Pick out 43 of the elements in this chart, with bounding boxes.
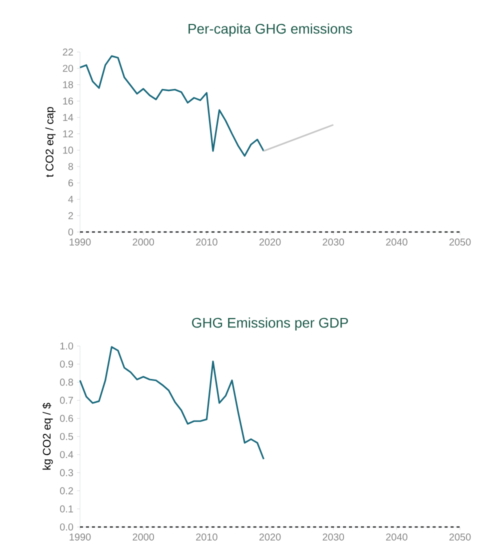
x-tick-label: 2010 [196,238,218,246]
y-tick-label: 18 [63,81,74,88]
y-tick-label: 0.7 [60,396,73,404]
y-tick-label: 0.8 [60,378,74,386]
x-tick-label: 2040 [386,238,408,246]
y-tick-label: 0.1 [60,505,73,512]
y-tick-label: 0.5 [60,432,74,440]
x-tick-label: 2050 [449,534,471,541]
line-series [79,346,264,460]
x-tick-label: 2000 [132,238,154,246]
y-tick-label: 10 [63,146,74,154]
x-tick-label: 2020 [259,238,281,246]
y-axis-title: t CO2 eq / cap [45,107,56,178]
y-tick-label: 0.0 [60,523,74,531]
x-tick-label: 2010 [196,534,218,541]
y-tick-label: 16 [63,98,74,105]
y-tick-label: 1.0 [60,342,74,350]
x-tick-label: 1990 [70,534,91,541]
x-tick-label: 2050 [449,238,471,246]
y-axis-title: kg CO2 eq / $ [42,402,53,470]
chart-title: Per-capita GHG emissions [188,23,352,36]
x-tick-label: 2020 [259,534,281,541]
y-tick-label: 0.2 [60,487,73,494]
line-series [79,55,264,157]
x-tick-label: 2000 [132,534,154,541]
y-tick-label: 14 [63,114,74,121]
x-tick-label: 2030 [322,534,344,541]
y-tick-label: 0.4 [60,451,74,458]
y-tick-label: 2 [68,212,73,220]
x-tick-label: 2030 [322,238,344,246]
y-tick-label: 22 [62,48,73,56]
y-tick-label: 20 [62,64,74,72]
y-tick-label: 0.3 [60,469,74,476]
chart-title: GHG Emissions per GDP [192,317,348,330]
x-tick-label: 1990 [70,238,91,246]
y-tick-label: 0.6 [60,414,74,422]
x-tick-label: 2040 [386,534,408,541]
y-tick-label: 0 [68,228,74,236]
y-tick-label: 12 [63,130,73,138]
y-tick-label: 6 [68,179,74,186]
y-tick-label: 4 [68,196,74,203]
y-tick-label: 8 [68,163,74,170]
y-tick-label: 0.9 [60,360,74,368]
